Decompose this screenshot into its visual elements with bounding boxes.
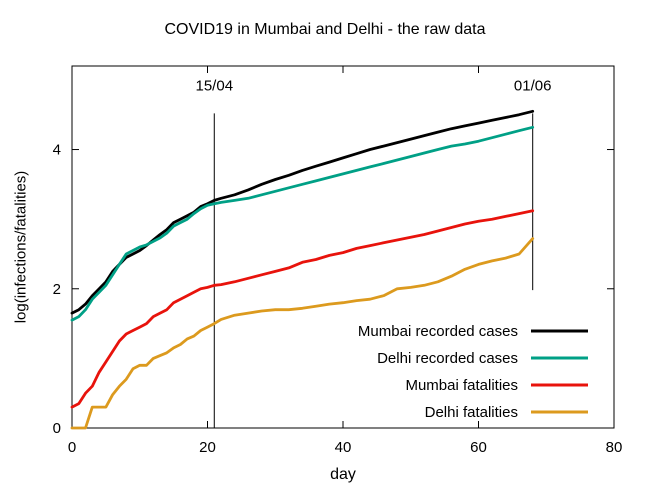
legend-label-delhi-recorded-cases: Delhi recorded cases: [377, 350, 518, 367]
x-tick-label: 60: [470, 439, 487, 456]
x-axis-label: day: [330, 466, 356, 483]
legend-label-mumbai-fatalities: Mumbai fatalities: [405, 377, 518, 394]
axis-ticks: 0 20 40 60 80 0 2 4: [53, 66, 623, 456]
annotation-label: 01/06: [514, 77, 552, 94]
chart-title: COVID19 in Mumbai and Delhi - the raw da…: [164, 21, 486, 38]
x-tick-label: 20: [199, 439, 216, 456]
x-tick-label: 40: [335, 439, 352, 456]
legend-label-mumbai-recorded-cases: Mumbai recorded cases: [358, 323, 518, 340]
y-tick-label: 0: [53, 420, 61, 437]
annotation-label: 15/04: [196, 77, 234, 94]
series-delhi-recorded-cases: [70, 125, 535, 322]
series-delhi-fatalities: [70, 237, 535, 430]
annotation-15-04: 15/04: [196, 77, 234, 428]
legend-label-delhi-fatalities: Delhi fatalities: [425, 404, 518, 421]
y-tick-label: 4: [53, 142, 61, 159]
legend: Mumbai recorded cases Delhi recorded case…: [358, 323, 588, 421]
series-mumbai-fatalities: [70, 209, 535, 409]
series-mumbai-recorded-cases: [70, 109, 535, 315]
annotation-01-06: 01/06: [514, 77, 552, 291]
x-tick-label: 80: [606, 439, 623, 456]
y-tick-label: 2: [53, 281, 61, 298]
x-tick-label: 0: [68, 439, 76, 456]
